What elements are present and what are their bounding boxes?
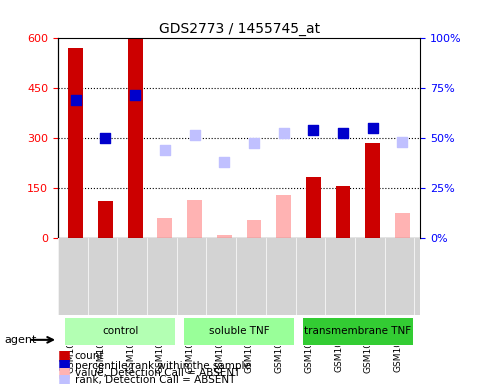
Bar (187, 200, 202, 238)
Text: control: control (102, 326, 139, 336)
Bar (303, 318, 413, 345)
Point (369, 125, 377, 131)
Bar (217, 235, 232, 238)
Point (161, 147, 169, 153)
Point (191, 132, 199, 138)
Text: ■: ■ (58, 358, 71, 372)
Text: agent: agent (5, 335, 37, 345)
Point (220, 159, 228, 165)
Text: rank, Detection Call = ABSENT: rank, Detection Call = ABSENT (75, 375, 235, 384)
Point (280, 130, 287, 136)
Point (131, 92, 139, 98)
Bar (128, 39, 142, 238)
Text: percentile rank within the sample: percentile rank within the sample (75, 361, 251, 371)
Bar (395, 213, 410, 238)
Text: ■: ■ (58, 372, 71, 384)
Point (250, 140, 258, 146)
Bar (246, 220, 261, 238)
Text: transmembrane TNF: transmembrane TNF (304, 326, 412, 336)
Text: ■: ■ (58, 365, 71, 379)
Text: count: count (75, 351, 104, 361)
Bar (98, 202, 113, 238)
Bar (157, 218, 172, 238)
Text: value, Detection Call = ABSENT: value, Detection Call = ABSENT (75, 368, 240, 378)
Bar (276, 195, 291, 238)
Title: GDS2773 / 1455745_at: GDS2773 / 1455745_at (158, 22, 320, 36)
Point (339, 130, 347, 136)
Bar (336, 187, 351, 238)
Bar (365, 143, 380, 238)
Text: soluble TNF: soluble TNF (209, 326, 270, 336)
Point (101, 135, 109, 141)
Point (310, 127, 317, 133)
Text: ■: ■ (58, 348, 71, 362)
Bar (306, 177, 321, 238)
Bar (184, 318, 294, 345)
Bar (65, 318, 175, 345)
Bar (69, 48, 83, 238)
Point (72, 97, 80, 103)
Point (398, 139, 406, 145)
